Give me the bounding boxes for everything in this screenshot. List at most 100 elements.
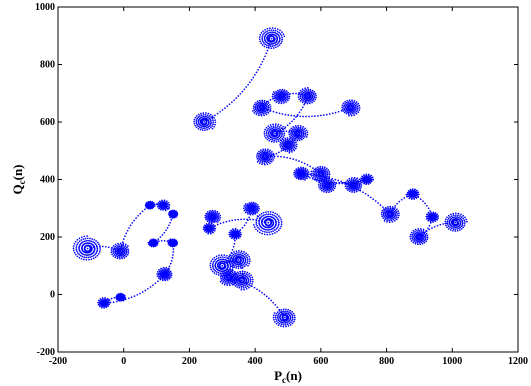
data-point: [78, 237, 81, 240]
data-point: [313, 175, 315, 178]
data-point: [353, 99, 356, 102]
data-point: [319, 182, 322, 185]
data-point: [234, 252, 236, 255]
trail-point: [261, 60, 264, 63]
data-point: [250, 274, 252, 277]
data-point: [427, 211, 430, 214]
data-point: [281, 321, 284, 324]
data-point: [287, 91, 290, 94]
data-point: [451, 216, 454, 219]
data-point: [236, 253, 239, 256]
data-point: [269, 108, 272, 110]
data-point: [305, 88, 307, 91]
data-point: [266, 150, 269, 152]
data-point: [240, 288, 243, 291]
data-point: [363, 182, 365, 185]
data-point: [357, 189, 360, 192]
data-point: [341, 104, 344, 107]
data-point: [392, 216, 395, 219]
data-point: [260, 102, 263, 105]
data-point: [258, 220, 260, 223]
data-point: [278, 40, 281, 43]
data-point: [119, 257, 121, 260]
data-point: [268, 139, 271, 142]
data-point: [263, 133, 266, 135]
data-point: [208, 222, 210, 225]
data-point: [78, 240, 81, 243]
data-point: [280, 147, 283, 150]
data-point: [220, 270, 223, 273]
data-point: [271, 93, 274, 96]
data-point: [285, 325, 287, 328]
data-point: [328, 171, 331, 173]
data-point: [317, 166, 319, 169]
data-point: [96, 249, 99, 251]
data-point: [210, 121, 212, 124]
data-point: [160, 270, 163, 273]
data-point: [297, 128, 300, 130]
data-point: [280, 323, 283, 326]
data-point: [457, 212, 460, 215]
data-point: [425, 213, 428, 216]
data-point: [291, 318, 294, 321]
data-point: [414, 188, 416, 191]
data-point: [289, 309, 292, 312]
data-point: [299, 125, 302, 127]
data-point: [454, 214, 457, 217]
data-point: [176, 241, 179, 244]
data-point: [276, 28, 279, 31]
data-point: [297, 167, 300, 169]
data-point: [276, 213, 279, 216]
data-point: [452, 212, 455, 215]
data-point: [123, 246, 126, 249]
data-point: [344, 185, 347, 188]
data-point: [262, 228, 265, 230]
data-point: [295, 143, 298, 146]
data-point: [321, 184, 324, 187]
data-point: [278, 31, 281, 34]
data-point: [165, 200, 168, 203]
data-point: [151, 207, 154, 210]
data-point: [257, 155, 260, 158]
data-point: [246, 285, 249, 287]
data-point: [446, 220, 449, 223]
data-point: [222, 258, 225, 261]
data-point: [103, 307, 105, 309]
data-point: [342, 110, 345, 112]
data-point: [291, 135, 294, 138]
data-point: [293, 143, 296, 145]
data-point: [424, 235, 427, 238]
data-point: [197, 113, 200, 116]
data-point: [145, 203, 147, 205]
data-point: [389, 207, 392, 210]
data-point: [296, 138, 298, 140]
data-point: [263, 114, 266, 117]
data-point: [227, 270, 230, 273]
data-point: [299, 128, 302, 131]
data-point: [88, 254, 90, 256]
data-point: [437, 215, 440, 217]
data-point: [258, 157, 260, 159]
data-point: [254, 204, 257, 206]
data-point: [275, 322, 278, 325]
data-point: [463, 219, 466, 221]
data-point: [300, 92, 302, 94]
data-point: [266, 32, 269, 35]
data-point: [264, 149, 267, 152]
data-point: [158, 269, 160, 271]
data-point: [286, 96, 289, 99]
data-point: [156, 205, 159, 208]
data-point: [245, 287, 248, 290]
data-point: [264, 112, 266, 115]
data-point: [162, 209, 164, 211]
data-point: [282, 138, 284, 141]
data-point: [99, 298, 102, 300]
data-point: [195, 115, 198, 117]
data-point: [258, 152, 261, 155]
data-point: [82, 238, 85, 240]
data-point: [87, 239, 89, 242]
data-point: [326, 175, 329, 177]
data-point: [293, 139, 296, 142]
data-point: [305, 129, 308, 132]
data-point: [298, 98, 301, 101]
